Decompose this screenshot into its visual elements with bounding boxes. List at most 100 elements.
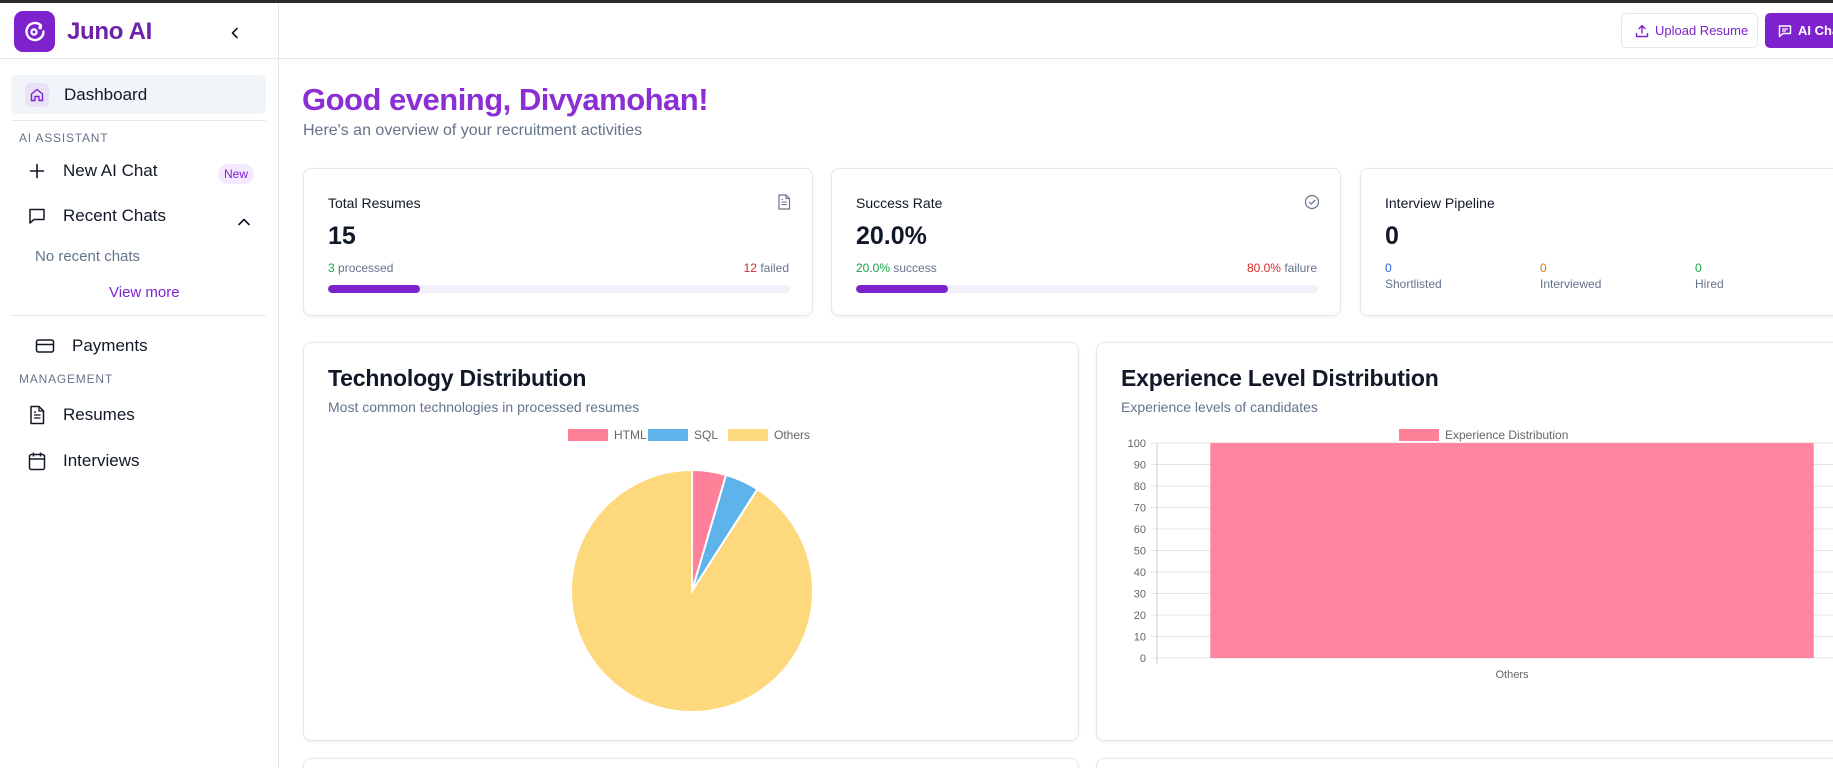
stat-title: Interview Pipeline	[1385, 195, 1495, 211]
y-tick-label: 10	[1134, 632, 1146, 644]
legend-item-sql[interactable]: SQL	[648, 428, 718, 442]
processed-count-text: 3 processed	[328, 261, 393, 275]
credit-card-icon	[35, 339, 55, 353]
sidebar-divider	[11, 120, 266, 121]
page-title: Good evening, Divyamohan!	[302, 82, 709, 117]
stat-value: 15	[328, 222, 356, 250]
x-tick-label: Others	[1495, 669, 1529, 681]
stat-value: 20.0%	[856, 222, 927, 250]
y-tick-label: 40	[1134, 567, 1146, 579]
ai-chat-button[interactable]: AI Chat	[1765, 13, 1833, 48]
new-badge: New	[218, 164, 255, 184]
upload-resume-button[interactable]: Upload Resume	[1621, 13, 1758, 48]
stat-card-total-resumes: Total Resumes 15 3 processed 12 failed	[303, 168, 813, 316]
bar-others[interactable]	[1210, 443, 1814, 658]
failure-text: 80.0% failure	[1247, 261, 1317, 275]
interviewed-count: 0	[1540, 261, 1547, 275]
topbar-divider	[279, 58, 1833, 59]
sidebar-item-interviews[interactable]: Interviews	[28, 451, 140, 471]
sidebar-item-new-ai-chat[interactable]: New AI Chat	[28, 161, 158, 181]
chevron-left-icon	[231, 27, 238, 39]
legend-item-others[interactable]: Others	[728, 428, 810, 442]
ai-chat-label: AI Chat	[1798, 23, 1833, 38]
failed-label: failed	[760, 261, 789, 275]
hired-label: Hired	[1695, 277, 1724, 291]
hired-count: 0	[1695, 261, 1702, 275]
page-subtitle: Here's an overview of your recruitment a…	[303, 122, 643, 139]
y-tick-label: 60	[1134, 524, 1146, 536]
interviewed-label: Interviewed	[1540, 277, 1602, 291]
y-tick-label: 90	[1134, 460, 1146, 472]
collapse-sidebar-button[interactable]	[224, 22, 246, 44]
failed-count-text: 12 failed	[744, 261, 789, 275]
success-progress-bar	[856, 285, 1318, 293]
section-label-management: MANAGEMENT	[19, 372, 114, 386]
pie-slice-others[interactable]	[570, 468, 814, 713]
legend-label: Experience Distribution	[1445, 428, 1568, 442]
chart-subtitle: Most common technologies in processed re…	[328, 399, 640, 415]
brand-name: Juno AI	[67, 17, 153, 45]
recent-chats-toggle[interactable]	[237, 214, 251, 232]
technology-pie-chart: HTML SQL Others	[568, 428, 814, 713]
experience-bar-chart: Experience Distribution 0 10 20 30 40 50 60 70 80…	[1128, 428, 1833, 681]
success-pct: 20.0%	[856, 261, 891, 275]
y-tick-label: 100	[1128, 438, 1146, 450]
sidebar-item-label: Payments	[72, 336, 148, 355]
no-recent-chats-text: No recent chats	[35, 248, 141, 265]
message-icon	[1778, 24, 1792, 37]
brand-logo-icon	[14, 11, 55, 52]
file-text-icon	[778, 194, 791, 210]
chart-subtitle: Experience levels of candidates	[1121, 399, 1318, 415]
calendar-icon	[28, 452, 46, 471]
success-text: 20.0% success	[856, 261, 937, 275]
processed-progress-bar	[328, 285, 790, 293]
y-tick-label: 50	[1134, 546, 1146, 558]
sidebar-item-recent-chats[interactable]: Recent Chats	[27, 206, 166, 226]
legend-swatch	[1399, 429, 1439, 441]
stat-value: 0	[1385, 222, 1399, 250]
pipeline-shortlisted: 0 Shortlisted	[1385, 261, 1442, 291]
legend-item-experience-distribution[interactable]: Experience Distribution	[1399, 428, 1568, 442]
legend-label: HTML	[614, 428, 647, 442]
upload-resume-label: Upload Resume	[1655, 23, 1749, 38]
sidebar-item-payments[interactable]: Payments	[35, 336, 148, 356]
legend-swatch	[728, 429, 768, 441]
sidebar-item-resumes[interactable]: Resumes	[28, 405, 135, 425]
shortlisted-count: 0	[1385, 261, 1392, 275]
message-square-icon	[29, 208, 45, 224]
legend-label: SQL	[694, 428, 718, 442]
y-tick-label: 20	[1134, 610, 1146, 622]
stat-title: Success Rate	[856, 195, 943, 211]
view-more-link[interactable]: View more	[109, 284, 180, 301]
shortlisted-label: Shortlisted	[1385, 277, 1442, 291]
sidebar-item-label: New AI Chat	[63, 161, 158, 180]
stat-card-success-rate: Success Rate 20.0% 20.0% success 80.0% f…	[831, 168, 1341, 316]
progress-fill	[328, 285, 421, 293]
window-top-edge	[0, 0, 1833, 3]
y-tick-label: 30	[1134, 589, 1146, 601]
y-tick-label: 70	[1134, 503, 1146, 515]
file-text-icon	[30, 405, 45, 425]
success-label: success	[893, 261, 937, 275]
pipeline-hired: 0 Hired	[1695, 261, 1724, 291]
progress-fill	[856, 285, 949, 293]
legend-swatch	[568, 429, 608, 441]
y-tick-label: 0	[1140, 653, 1146, 665]
sidebar-item-label: Dashboard	[64, 84, 148, 104]
experience-distribution-card: Experience Level Distribution Experience…	[1096, 342, 1833, 741]
y-tick-label: 80	[1134, 481, 1146, 493]
failed-count: 12	[743, 261, 757, 275]
sidebar-item-dashboard[interactable]: Dashboard	[11, 75, 266, 114]
upload-icon	[1635, 24, 1649, 37]
technology-distribution-card: Technology Distribution Most common tech…	[303, 342, 1079, 741]
failure-label: failure	[1284, 261, 1317, 275]
legend-label: Others	[774, 428, 810, 442]
sidebar-divider	[11, 315, 266, 316]
stat-card-interview-pipeline: Interview Pipeline 0 0 Shortlisted 0 Int…	[1360, 168, 1833, 316]
legend-item-html[interactable]: HTML	[568, 428, 647, 442]
legend-swatch	[648, 429, 688, 441]
pipeline-interviewed: 0 Interviewed	[1540, 261, 1601, 291]
brand[interactable]: Juno AI	[14, 11, 152, 52]
bottom-card	[1096, 758, 1833, 768]
section-label-ai-assistant: AI ASSISTANT	[19, 131, 109, 145]
